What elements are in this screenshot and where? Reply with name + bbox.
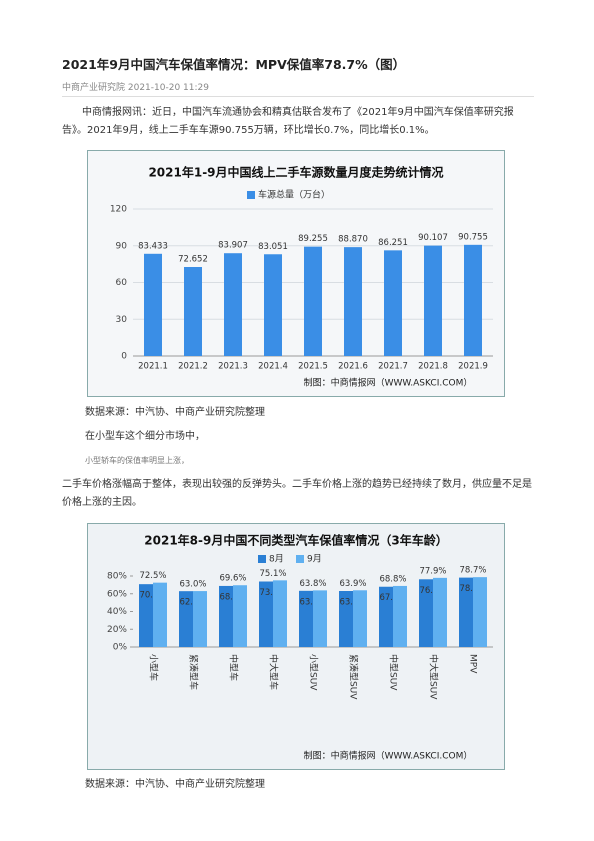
bar bbox=[259, 581, 273, 647]
value-label: 68.8% bbox=[379, 574, 406, 584]
note: 在小型车这个细分市场中， bbox=[85, 431, 205, 442]
bar bbox=[344, 247, 362, 356]
legend-label: 8月 bbox=[269, 554, 284, 565]
caption: 小型轿车的保值率明显上涨， bbox=[85, 456, 189, 465]
bar bbox=[433, 577, 447, 647]
legend-swatch bbox=[258, 555, 266, 563]
bar bbox=[219, 585, 233, 647]
x-tick-label: 中型SUV bbox=[388, 654, 400, 691]
y-tick-label: 20% bbox=[107, 625, 127, 635]
x-tick-label: MPV bbox=[468, 654, 478, 674]
bar bbox=[193, 591, 207, 647]
x-tick-label: 2021.6 bbox=[338, 362, 368, 372]
bar bbox=[299, 590, 313, 647]
x-tick-label: 2021.7 bbox=[378, 362, 408, 372]
y-tick-label: 120 bbox=[110, 205, 127, 215]
x-tick-label: 2021.5 bbox=[298, 362, 328, 372]
source: 数据来源：中汽协、中商产业研究院整理 bbox=[85, 779, 265, 790]
value-label: 83.907 bbox=[218, 241, 248, 251]
bar bbox=[313, 590, 327, 647]
y-tick-label: 60% bbox=[107, 589, 127, 599]
legend-swatch bbox=[247, 191, 255, 199]
value-label: 83.051 bbox=[258, 242, 288, 252]
y-tick-label: 40% bbox=[107, 607, 127, 617]
bar bbox=[459, 577, 473, 647]
bar bbox=[264, 254, 282, 356]
bar bbox=[379, 586, 393, 647]
y-tick-label: 60 bbox=[116, 278, 128, 288]
x-tick-label: 2021.1 bbox=[138, 362, 168, 372]
x-tick-label: 小型车 bbox=[148, 654, 160, 681]
x-tick-label: 中型车 bbox=[228, 654, 240, 681]
x-tick-label: 紧凑型车 bbox=[188, 654, 200, 690]
bar bbox=[424, 245, 442, 356]
bar bbox=[273, 580, 287, 647]
bar bbox=[339, 590, 353, 647]
intro: 中商情报网讯：近日，中国汽车流通协会和精真估联合发布了《2021年9月中国汽车保… bbox=[62, 107, 514, 136]
x-tick-label: 中大型车 bbox=[268, 654, 280, 690]
bar bbox=[353, 590, 367, 647]
bar bbox=[419, 579, 433, 647]
bar bbox=[233, 585, 247, 647]
value-label: 72.5% bbox=[139, 571, 166, 581]
value-label: 78.7% bbox=[459, 566, 486, 576]
y-tick-label: 0 bbox=[121, 352, 127, 362]
value-label: 86.251 bbox=[378, 238, 408, 248]
value-label: 63.0% bbox=[179, 580, 206, 590]
y-tick-label: 90 bbox=[116, 241, 128, 251]
chart: 2021年8-9月中国不同类型汽车保值率情况（3年车龄） 8月 9月 0% 20% 40%… bbox=[87, 523, 505, 770]
bar bbox=[473, 577, 487, 647]
value-label: 90.107 bbox=[418, 233, 448, 243]
legend-label: 9月 bbox=[307, 554, 322, 565]
bar bbox=[304, 246, 322, 356]
x-tick-label: 紧凑型SUV bbox=[348, 654, 360, 700]
analysis: 二手车价格涨幅高于整体，表现出较强的反弹势头。二手车价格上涨的趋势已经持续了数月… bbox=[62, 479, 532, 508]
x-tick-label: 2021.4 bbox=[258, 362, 288, 372]
y-tick-label: 80% bbox=[107, 572, 127, 582]
chart-title: 2021年1-9月中国线上二手车源数量月度走势统计情况 bbox=[148, 165, 443, 180]
x-tick-label: 小型SUV bbox=[308, 654, 319, 691]
bar bbox=[393, 585, 407, 647]
y-tick-label: 0% bbox=[113, 643, 128, 653]
bar bbox=[224, 253, 242, 356]
y-tick-label: 30 bbox=[116, 315, 128, 325]
x-tick-label: 2021.9 bbox=[458, 362, 488, 372]
value-label: 77.9% bbox=[419, 566, 446, 576]
value-label: 90.755 bbox=[458, 232, 488, 242]
value-label: 63.9% bbox=[339, 579, 366, 589]
chart-credit: 制图：中商情报网（WWW.ASKCI.COM） bbox=[304, 377, 473, 389]
value-label: 89.255 bbox=[298, 234, 328, 244]
x-tick-label: 2021.8 bbox=[418, 362, 448, 372]
bar bbox=[153, 582, 167, 647]
chart-credit: 制图：中商情报网（WWW.ASKCI.COM） bbox=[304, 750, 473, 762]
chart-title: 2021年8-9月中国不同类型汽车保值率情况（3年车龄） bbox=[144, 533, 447, 548]
legend-label: 车源总量（万台） bbox=[258, 189, 330, 201]
x-tick-label: 2021.3 bbox=[218, 362, 248, 372]
byline: 中商产业研究院 2021-10-20 11:29 bbox=[62, 83, 209, 93]
value-label: 63.8% bbox=[299, 579, 326, 589]
divider bbox=[62, 96, 534, 97]
article-title: 2021年9月中国汽车保值率情况：MPV保值率78.7%（图） bbox=[62, 57, 406, 72]
value-label: 75.1% bbox=[259, 569, 286, 579]
x-tick-label: 2021.2 bbox=[178, 362, 208, 372]
legend-swatch bbox=[296, 555, 304, 563]
bar bbox=[464, 244, 482, 356]
source: 数据来源：中汽协、中商产业研究院整理 bbox=[85, 407, 265, 418]
bar bbox=[184, 267, 202, 356]
value-label: 88.870 bbox=[338, 235, 368, 245]
bar bbox=[384, 250, 402, 356]
value-label: 69.6% bbox=[219, 574, 246, 584]
x-tick-label: 中大型SUV bbox=[428, 654, 440, 700]
bar bbox=[144, 253, 162, 356]
bar bbox=[179, 591, 193, 647]
value-label: 83.433 bbox=[138, 241, 168, 251]
bar bbox=[139, 584, 153, 647]
value-label: 72.652 bbox=[178, 255, 208, 265]
